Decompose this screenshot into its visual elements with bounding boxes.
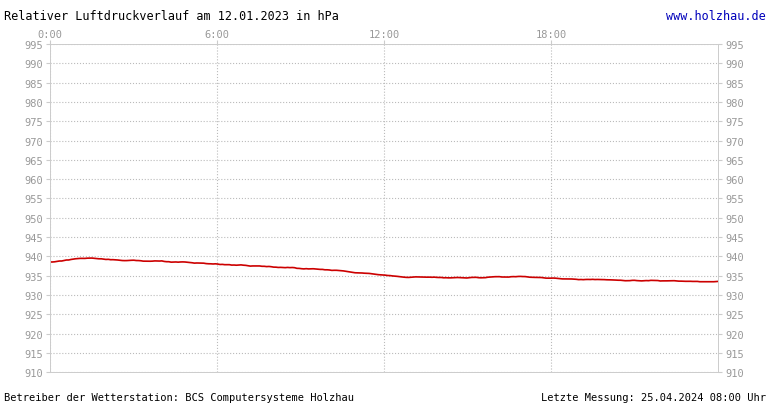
Text: Relativer Luftdruckverlauf am 12.01.2023 in hPa: Relativer Luftdruckverlauf am 12.01.2023…: [4, 10, 339, 23]
Text: Letzte Messung: 25.04.2024 08:00 Uhr: Letzte Messung: 25.04.2024 08:00 Uhr: [541, 392, 766, 402]
Text: www.holzhau.de: www.holzhau.de: [666, 10, 766, 23]
Text: Betreiber der Wetterstation: BCS Computersysteme Holzhau: Betreiber der Wetterstation: BCS Compute…: [4, 392, 354, 402]
